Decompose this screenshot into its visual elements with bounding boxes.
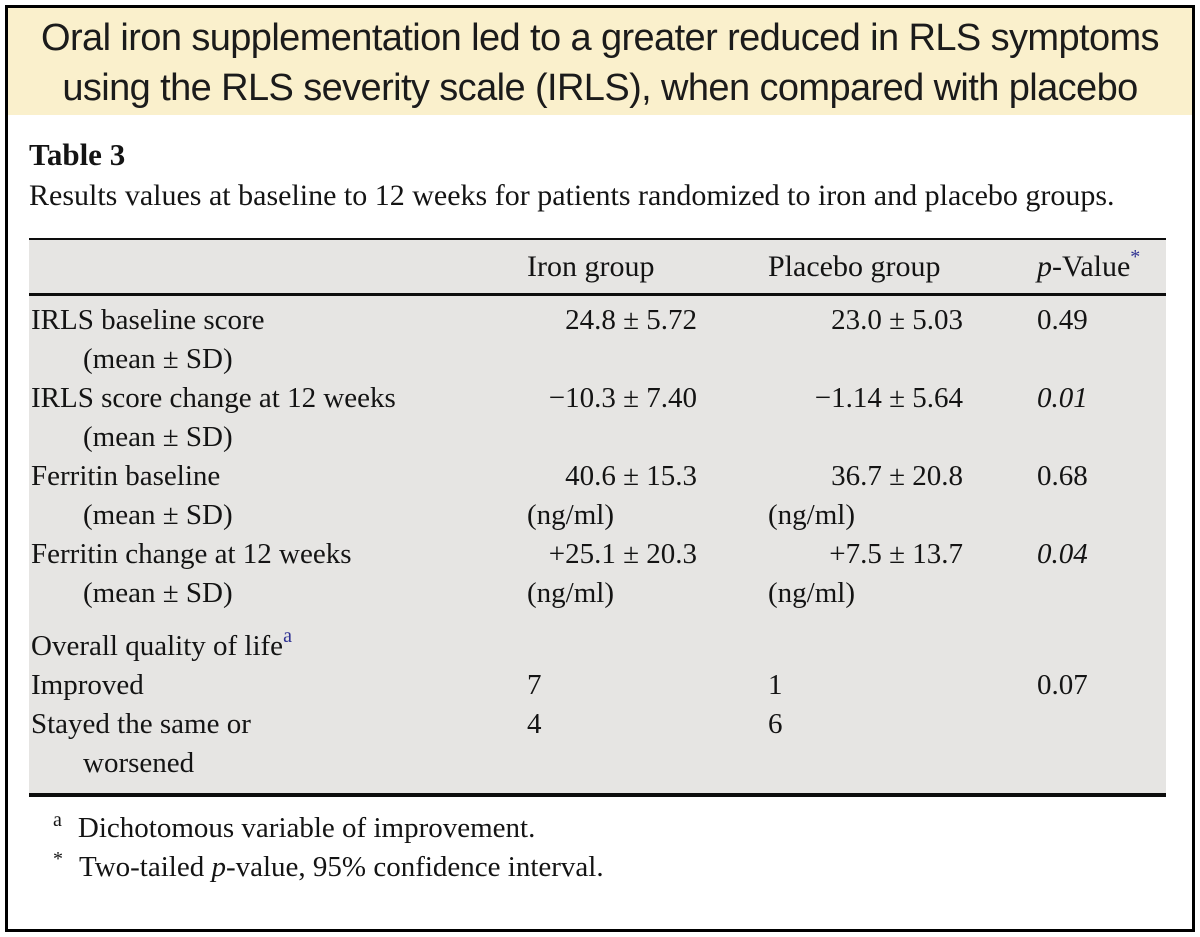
iron-value: 4: [527, 708, 542, 740]
table-row: Ferritin baseline (mean ± SD) 40.6 ± 15.…: [29, 457, 1166, 535]
p-value-rest: -Value: [1052, 250, 1131, 283]
table-row: IRLS baseline score (mean ± SD) 24.8 ± 5…: [29, 301, 1166, 379]
placebo-unit: (ng/ml): [768, 499, 855, 531]
iron-unit: (ng/ml): [527, 499, 614, 531]
p-value-asterisk-superscript: *: [1130, 246, 1141, 268]
placebo-unit: (ng/ml): [768, 577, 855, 609]
footnotes: a Dichotomous variable of improvement. * T…: [29, 809, 1166, 887]
iron-value: +25.1 ± 20.3 (ng/ml): [527, 535, 768, 613]
placebo-value: 6: [768, 708, 783, 740]
footnote-a-superscript: a: [283, 625, 292, 647]
footnote-asterisk-marker: *: [53, 848, 63, 870]
p-value-significant: 0.04: [1037, 538, 1088, 570]
table-content: Table 3 Results values at baseline to 12…: [8, 137, 1192, 887]
p-value: 0.07: [1037, 669, 1088, 701]
iron-value: 24.8 ± 5.72: [565, 304, 697, 336]
row-label: Stayed the same or worsened: [31, 708, 251, 779]
p-italic: p: [1037, 250, 1052, 283]
row-label: Improved: [31, 669, 144, 701]
table-row: IRLS score change at 12 weeks (mean ± SD…: [29, 379, 1166, 457]
table-row: Improved 7 1 0.07: [29, 666, 1166, 705]
headline-line-1: Oral iron supplementation led to a great…: [41, 16, 1159, 59]
iron-value: −10.3 ± 7.40: [548, 382, 697, 414]
placebo-value: 1: [768, 669, 783, 701]
iron-unit: (ng/ml): [527, 577, 614, 609]
header-iron-group: Iron group: [527, 250, 655, 283]
iron-value: 40.6 ± 15.3 (ng/ml): [527, 457, 768, 535]
row-label: Ferritin change at 12 weeks (mean ± SD): [31, 538, 352, 609]
table-row: Ferritin change at 12 weeks (mean ± SD) …: [29, 535, 1166, 613]
p-value: 0.49: [1037, 304, 1088, 336]
table-number-label: Table 3: [29, 137, 126, 172]
p-value: 0.68: [1037, 460, 1088, 492]
row-label: Ferritin baseline (mean ± SD): [31, 460, 233, 531]
placebo-value: 23.0 ± 5.03: [831, 304, 963, 336]
footnote-a: a Dichotomous variable of improvement.: [53, 809, 536, 844]
table-body: IRLS baseline score (mean ± SD) 24.8 ± 5…: [29, 296, 1166, 797]
placebo-value: 36.7 ± 20.8 (ng/ml): [768, 457, 1035, 535]
p-value-significant: 0.01: [1037, 382, 1088, 414]
results-table: Iron group Placebo group p-Value* IRLS b…: [29, 238, 1166, 797]
row-label: IRLS score change at 12 weeks (mean ± SD…: [31, 382, 396, 453]
figure-frame: Oral iron supplementation led to a great…: [5, 5, 1195, 932]
iron-value: 7: [527, 669, 542, 701]
footnote-a-marker: a: [53, 809, 62, 831]
table-section-row: Overall quality of lifea: [29, 625, 1166, 666]
header-p-value: p-Value*: [1035, 247, 1166, 286]
headline-banner: Oral iron supplementation led to a great…: [8, 8, 1192, 115]
header-placebo-group: Placebo group: [768, 250, 941, 283]
table-header-row: Iron group Placebo group p-Value*: [29, 238, 1166, 296]
row-label: Overall quality of lifea: [31, 625, 292, 662]
headline-line-2: using the RLS severity scale (IRLS), whe…: [62, 66, 1138, 109]
table-caption: Results values at baseline to 12 weeks f…: [29, 179, 1115, 212]
table-row: Stayed the same or worsened 4 6: [29, 705, 1166, 783]
footnote-asterisk: * Two-tailed p-value, 95% confidence inte…: [53, 848, 604, 883]
placebo-value: +7.5 ± 13.7 (ng/ml): [768, 535, 1035, 613]
placebo-value: −1.14 ± 5.64: [814, 382, 963, 414]
row-label: IRLS baseline score (mean ± SD): [31, 304, 265, 375]
